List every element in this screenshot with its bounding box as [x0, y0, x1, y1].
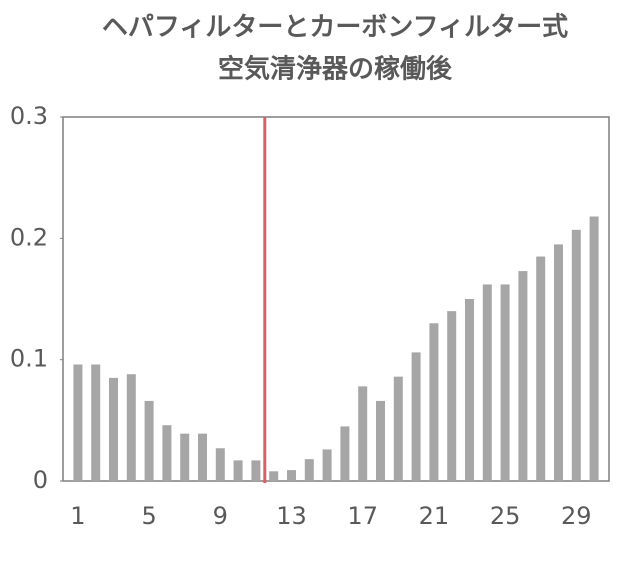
- x-tick-label: 21: [419, 502, 450, 530]
- bar: [91, 364, 101, 481]
- x-tick-label: 5: [141, 502, 156, 530]
- plot-frame: [62, 116, 610, 482]
- x-tick-label: 17: [347, 502, 378, 530]
- bar: [447, 311, 457, 481]
- bar: [482, 284, 492, 481]
- bar: [144, 400, 154, 481]
- y-tick-label: 0.3: [10, 102, 48, 130]
- x-tick-label: 29: [561, 502, 592, 530]
- x-tick-label: 9: [213, 502, 228, 530]
- bar: [162, 425, 172, 481]
- bar: [322, 449, 332, 481]
- bar: [518, 271, 528, 481]
- bar: [73, 364, 83, 481]
- y-tick-label: 0.2: [10, 223, 48, 251]
- x-tick-label: 1: [70, 502, 85, 530]
- bar: [358, 386, 368, 481]
- bar: [589, 216, 599, 481]
- bar: [126, 374, 136, 481]
- bar: [109, 377, 118, 481]
- bar: [215, 448, 225, 481]
- x-tick-label: 13: [276, 502, 307, 530]
- y-tick-label: 0.1: [10, 345, 48, 373]
- bar: [411, 352, 421, 481]
- bar: [269, 471, 279, 481]
- bar: [465, 299, 474, 481]
- y-tick-label: 0: [33, 466, 48, 494]
- bar: [393, 376, 403, 481]
- bar: [376, 400, 385, 481]
- bar: [536, 256, 546, 481]
- bar: [180, 433, 190, 481]
- bar: [233, 460, 243, 481]
- bar: [251, 460, 261, 481]
- bar: [340, 426, 350, 481]
- bar: [304, 459, 314, 481]
- bar: [554, 244, 563, 481]
- chart-title: ヘパフィルターとカーボンフィルター式: [102, 13, 568, 43]
- bar: [287, 470, 296, 481]
- x-tick-label: 25: [490, 502, 521, 530]
- bar: [198, 433, 207, 481]
- chart-title: 空気清浄器の稼働後: [218, 54, 453, 85]
- bar: [571, 229, 581, 481]
- bar: [429, 323, 439, 481]
- bar: [500, 284, 510, 481]
